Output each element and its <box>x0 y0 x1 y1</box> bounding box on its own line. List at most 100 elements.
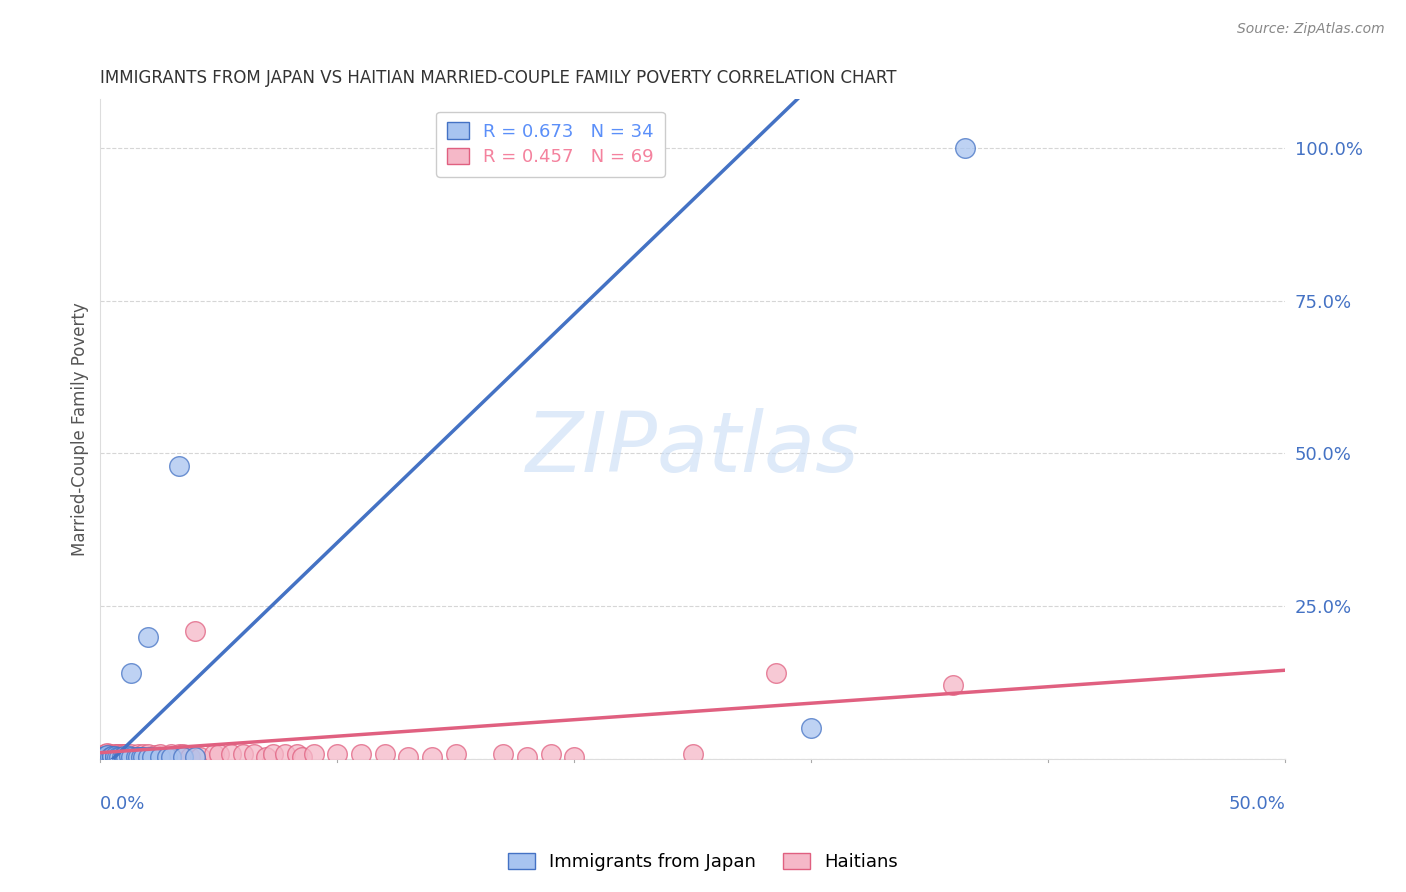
Point <box>118 748 141 763</box>
Point <box>396 750 419 764</box>
Point <box>172 750 194 764</box>
Point <box>98 750 121 764</box>
Point <box>129 750 152 764</box>
Point <box>136 750 159 764</box>
Point <box>208 747 231 761</box>
Point <box>96 746 118 760</box>
Point <box>101 750 124 764</box>
Point <box>136 750 159 764</box>
Point <box>188 750 211 764</box>
Point <box>179 750 201 764</box>
Point <box>765 666 787 681</box>
Point <box>98 747 121 761</box>
Text: 50.0%: 50.0% <box>1229 795 1285 814</box>
Point <box>141 750 163 764</box>
Point <box>141 750 163 764</box>
Point <box>127 747 149 761</box>
Point <box>122 750 145 764</box>
Point <box>112 747 135 761</box>
Point <box>127 750 149 764</box>
Point <box>350 747 373 761</box>
Point <box>103 747 125 761</box>
Point <box>516 750 538 764</box>
Point <box>108 747 131 761</box>
Point <box>112 750 135 764</box>
Point <box>91 750 114 764</box>
Point <box>115 750 138 764</box>
Point <box>103 750 125 764</box>
Point <box>156 750 179 764</box>
Point <box>374 747 396 761</box>
Point <box>120 666 142 681</box>
Point <box>112 748 135 763</box>
Point <box>101 750 124 764</box>
Point <box>111 750 134 764</box>
Point <box>184 624 207 638</box>
Text: Source: ZipAtlas.com: Source: ZipAtlas.com <box>1237 22 1385 37</box>
Point <box>105 750 128 764</box>
Point <box>91 750 114 764</box>
Text: IMMIGRANTS FROM JAPAN VS HAITIAN MARRIED-COUPLE FAMILY POVERTY CORRELATION CHART: IMMIGRANTS FROM JAPAN VS HAITIAN MARRIED… <box>100 69 897 87</box>
Point <box>125 750 148 764</box>
Point <box>160 750 183 764</box>
Point <box>172 747 194 761</box>
Point <box>136 630 159 644</box>
Point <box>167 458 190 473</box>
Point <box>108 750 131 764</box>
Point <box>94 747 117 761</box>
Point <box>132 750 155 764</box>
Point <box>149 750 172 764</box>
Point <box>111 747 134 761</box>
Y-axis label: Married-Couple Family Poverty: Married-Couple Family Poverty <box>72 302 89 556</box>
Point <box>492 747 515 761</box>
Point <box>540 747 562 761</box>
Point <box>96 748 118 763</box>
Point <box>115 747 138 761</box>
Point <box>291 750 314 764</box>
Point <box>103 750 125 764</box>
Point <box>111 750 134 764</box>
Point <box>108 750 131 764</box>
Point <box>562 750 585 764</box>
Point <box>136 747 159 761</box>
Point <box>160 750 183 764</box>
Point <box>94 748 117 763</box>
Point <box>101 748 124 763</box>
Point <box>127 750 149 764</box>
Point <box>125 750 148 764</box>
Point <box>302 747 325 761</box>
Point <box>120 747 142 761</box>
Point <box>96 750 118 764</box>
Point <box>94 750 117 764</box>
Point <box>156 750 179 764</box>
Point <box>285 747 308 761</box>
Point <box>143 748 166 763</box>
Point <box>254 750 277 764</box>
Point <box>105 747 128 761</box>
Point <box>120 750 142 764</box>
Legend: R = 0.673   N = 34, R = 0.457   N = 69: R = 0.673 N = 34, R = 0.457 N = 69 <box>436 112 665 177</box>
Point <box>132 747 155 761</box>
Point <box>942 678 965 692</box>
Point <box>98 750 121 764</box>
Point <box>184 750 207 764</box>
Point <box>420 750 443 764</box>
Point <box>800 721 823 735</box>
Point <box>96 750 118 764</box>
Text: 0.0%: 0.0% <box>100 795 146 814</box>
Point <box>160 747 183 761</box>
Point <box>94 750 117 764</box>
Point <box>243 747 266 761</box>
Text: ZIPatlas: ZIPatlas <box>526 409 859 490</box>
Legend: Immigrants from Japan, Haitians: Immigrants from Japan, Haitians <box>501 846 905 879</box>
Point <box>105 750 128 764</box>
Point <box>682 747 704 761</box>
Point <box>262 747 284 761</box>
Point <box>955 141 977 155</box>
Point <box>149 747 172 761</box>
Point <box>231 747 253 761</box>
Point <box>115 750 138 764</box>
Point <box>444 747 467 761</box>
Point <box>120 750 142 764</box>
Point <box>202 747 225 761</box>
